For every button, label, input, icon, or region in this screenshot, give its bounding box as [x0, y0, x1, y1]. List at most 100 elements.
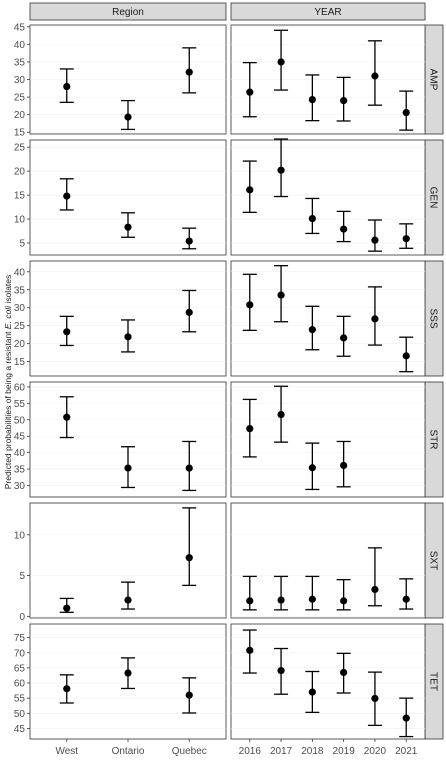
data-point — [185, 308, 193, 316]
data-point — [402, 108, 410, 117]
y-tick-label: 30 — [14, 303, 26, 314]
data-point — [277, 596, 285, 604]
row-strip-label: TET — [428, 672, 439, 691]
y-tick-label: 45 — [14, 432, 26, 443]
data-point — [277, 166, 285, 174]
data-point — [246, 186, 254, 194]
column-strip-label: YEAR — [314, 7, 341, 18]
data-point — [277, 58, 285, 66]
y-tick-label: 25 — [14, 321, 26, 332]
data-point — [340, 96, 348, 105]
data-point — [185, 464, 193, 472]
data-point — [277, 667, 285, 675]
y-tick-label: 45 — [14, 22, 26, 33]
panel-amp-year — [230, 24, 426, 135]
y-tick-label: 75 — [14, 633, 26, 644]
data-point — [185, 68, 193, 76]
panel-background — [230, 260, 426, 377]
data-point — [340, 225, 348, 233]
data-point — [340, 461, 348, 470]
data-point — [308, 326, 316, 334]
x-tick-label: West — [55, 746, 78, 757]
y-tick-label: 5 — [19, 571, 25, 582]
x-tick-label: 2019 — [333, 746, 356, 757]
data-point — [63, 413, 71, 421]
y-tick-label: 60 — [14, 679, 26, 690]
data-point — [402, 595, 410, 603]
panel-amp-region — [29, 24, 227, 135]
x-tick-label: 2018 — [301, 746, 324, 757]
y-tick-label: 40 — [14, 267, 26, 278]
y-tick-label: 60 — [14, 382, 26, 393]
data-point — [308, 688, 316, 696]
y-tick-label: 15 — [14, 191, 26, 202]
panel-gen-year — [230, 138, 426, 256]
data-point — [277, 410, 285, 419]
panel-background — [230, 623, 426, 740]
data-point — [185, 554, 193, 562]
data-point — [246, 88, 254, 96]
data-point — [246, 301, 254, 309]
data-point — [371, 694, 379, 703]
x-tick-label: 2021 — [395, 746, 418, 757]
row-strip-label: GEN — [428, 187, 439, 209]
data-point — [402, 235, 410, 243]
data-point — [402, 714, 410, 722]
panel-gen-region — [29, 139, 227, 256]
y-tick-label: 30 — [14, 481, 26, 492]
data-point — [371, 72, 379, 80]
panel-tet-region — [29, 623, 227, 740]
data-point — [63, 82, 71, 91]
y-tick-label: 30 — [14, 75, 26, 86]
data-point — [124, 669, 132, 677]
data-point — [246, 646, 254, 654]
y-tick-label: 0 — [19, 612, 25, 623]
y-tick-label: 10 — [14, 215, 26, 226]
y-tick-label: 50 — [14, 709, 26, 720]
y-axis-label: Predicted probabilities of being a resis… — [3, 275, 13, 490]
y-tick-label: 45 — [14, 724, 26, 735]
data-point — [185, 237, 193, 245]
data-point — [371, 315, 379, 323]
data-point — [124, 464, 132, 472]
x-tick-label: 2020 — [364, 746, 387, 757]
data-point — [63, 685, 71, 693]
y-tick-label: 15 — [14, 357, 26, 368]
data-point — [246, 425, 254, 433]
x-tick-label: 2016 — [239, 746, 262, 757]
panel-str-year — [230, 381, 426, 498]
y-tick-label: 5 — [19, 239, 25, 250]
x-tick-label: Quebec — [172, 746, 207, 757]
panel-sxt-region — [29, 502, 227, 619]
panel-background — [230, 381, 426, 498]
panel-str-region — [29, 381, 227, 498]
y-tick-label: 70 — [14, 648, 26, 659]
panel-sss-year — [230, 260, 426, 377]
panel-background — [230, 139, 426, 256]
data-point — [340, 334, 348, 342]
data-point — [340, 597, 348, 605]
x-tick-label: Ontario — [112, 746, 145, 757]
data-point — [63, 192, 71, 200]
row-strip-label: AMP — [428, 69, 439, 91]
column-strip-year — [230, 2, 426, 21]
y-tick-label: 55 — [14, 694, 26, 705]
y-tick-label: 35 — [14, 57, 26, 68]
y-tick-label: 35 — [14, 285, 26, 296]
y-tick-label: 20 — [14, 339, 26, 350]
column-strip-label: Region — [112, 7, 144, 18]
data-point — [63, 604, 71, 612]
data-point — [124, 113, 132, 121]
y-tick-label: 25 — [14, 93, 26, 104]
data-point — [124, 333, 132, 341]
row-strip-label: SSS — [428, 308, 439, 328]
data-point — [63, 328, 71, 336]
data-point — [124, 596, 132, 604]
data-point — [277, 291, 285, 299]
y-tick-label: 40 — [14, 40, 26, 51]
data-point — [371, 585, 379, 594]
data-point — [308, 95, 316, 104]
y-tick-label: 10 — [14, 530, 26, 541]
panel-background — [230, 502, 426, 619]
